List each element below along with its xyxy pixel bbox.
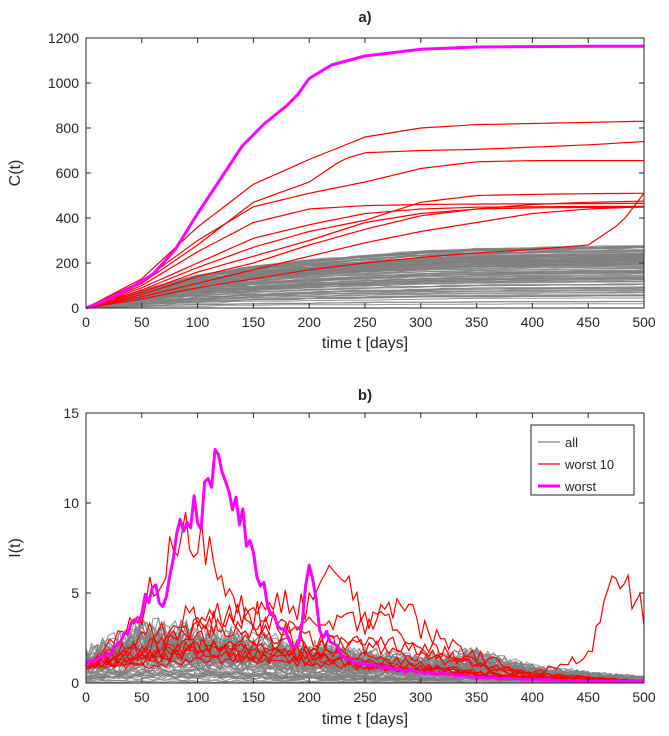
legend-box (530, 424, 635, 496)
x-tick-label: 150 (242, 689, 266, 705)
series-all-line (85, 266, 644, 309)
y-tick-label: 0 (71, 300, 79, 316)
legend-worst-label: worst (564, 479, 596, 494)
legend-all-label: all (565, 435, 578, 450)
y-tick-label: 800 (56, 120, 80, 136)
series-all-line (85, 252, 645, 309)
y-tick-label: 200 (56, 255, 80, 271)
series-all-line (85, 283, 645, 309)
series-worst-line (84, 448, 644, 683)
x-tick-label: 400 (521, 314, 545, 330)
panel-a-worst-series (85, 44, 644, 310)
panel-a-y-ticks: 0 200 400 600 800 1000 1200 (48, 30, 644, 316)
series-all-line (85, 288, 645, 308)
series-all-line (85, 259, 645, 309)
x-tick-label: 150 (242, 314, 266, 330)
series-all-line (85, 286, 645, 309)
series-worst10-line (85, 206, 644, 309)
x-tick-label: 500 (632, 314, 656, 330)
series-all-line (85, 301, 644, 309)
y-tick-label: 1000 (48, 75, 79, 91)
panel-a: a) 0 50 100 150 200 250 300 350 400 450 500 0 200 40… (7, 9, 656, 352)
x-tick-label: 0 (82, 689, 90, 705)
y-tick-label: 400 (56, 210, 80, 226)
series-worst10-line (85, 206, 645, 309)
panel-a-title: a) (358, 9, 371, 26)
series-worst10-line (85, 192, 644, 309)
x-tick-label: 50 (134, 689, 150, 705)
panel-a-xlabel: time t [days] (322, 335, 408, 352)
legend: all worst 10 worst (530, 424, 635, 496)
series-all-line (86, 287, 645, 308)
series-worst10-line (85, 200, 645, 309)
x-tick-label: 0 (82, 314, 90, 330)
y-tick-label: 0 (71, 675, 79, 691)
panel-a-worst10-series (85, 120, 645, 309)
series-all-line (85, 247, 645, 309)
series-worst10-line (85, 205, 644, 309)
series-all-line (86, 291, 644, 309)
x-tick-label: 450 (577, 314, 601, 330)
series-worst10-line (85, 160, 644, 309)
y-tick-label: 10 (63, 495, 79, 511)
series-worst10-line (85, 602, 645, 682)
x-tick-label: 300 (409, 314, 433, 330)
panel-b-y-ticks: 0 5 10 15 (63, 405, 644, 691)
series-worst10-line (85, 192, 645, 309)
x-tick-label: 350 (465, 689, 489, 705)
y-tick-label: 1200 (48, 30, 79, 46)
series-all-line (85, 295, 644, 309)
x-tick-label: 250 (353, 689, 377, 705)
x-tick-label: 100 (186, 689, 210, 705)
y-tick-label: 5 (71, 585, 79, 601)
series-all-line (85, 275, 645, 309)
panel-b-x-ticks: 0 50 100 150 200 250 300 350 400 450 500 (82, 413, 656, 705)
panel-b: b) 0 50 100 150 200 250 300 350 400 450 500 0 5 10 15… (7, 387, 656, 728)
panel-a-x-ticks: 0 50 100 150 200 250 300 350 400 450 500 (82, 38, 656, 330)
x-tick-label: 100 (186, 314, 210, 330)
panel-b-title: b) (358, 387, 372, 404)
x-tick-label: 450 (577, 689, 601, 705)
legend-worst10-label: worst 10 (564, 457, 614, 472)
panel-b-ylabel: I(t) (7, 538, 24, 558)
x-tick-label: 500 (632, 689, 656, 705)
series-all-line (85, 258, 644, 309)
y-tick-label: 15 (63, 405, 79, 421)
y-tick-label: 600 (56, 165, 80, 181)
series-worst-line (85, 44, 644, 310)
x-tick-label: 200 (298, 689, 322, 705)
series-all-line (85, 278, 645, 309)
series-worst10-line (85, 140, 645, 309)
x-tick-label: 300 (409, 689, 433, 705)
x-tick-label: 50 (134, 314, 150, 330)
x-tick-label: 400 (521, 689, 545, 705)
x-tick-label: 350 (465, 314, 489, 330)
x-tick-label: 250 (353, 314, 377, 330)
series-all-line (85, 281, 645, 309)
panel-b-xlabel: time t [days] (322, 711, 408, 728)
panel-a-ylabel: C(t) (7, 160, 24, 187)
panel-b-worst10-series (85, 511, 645, 683)
x-tick-label: 200 (298, 314, 322, 330)
panel-b-worst-series (84, 448, 644, 683)
